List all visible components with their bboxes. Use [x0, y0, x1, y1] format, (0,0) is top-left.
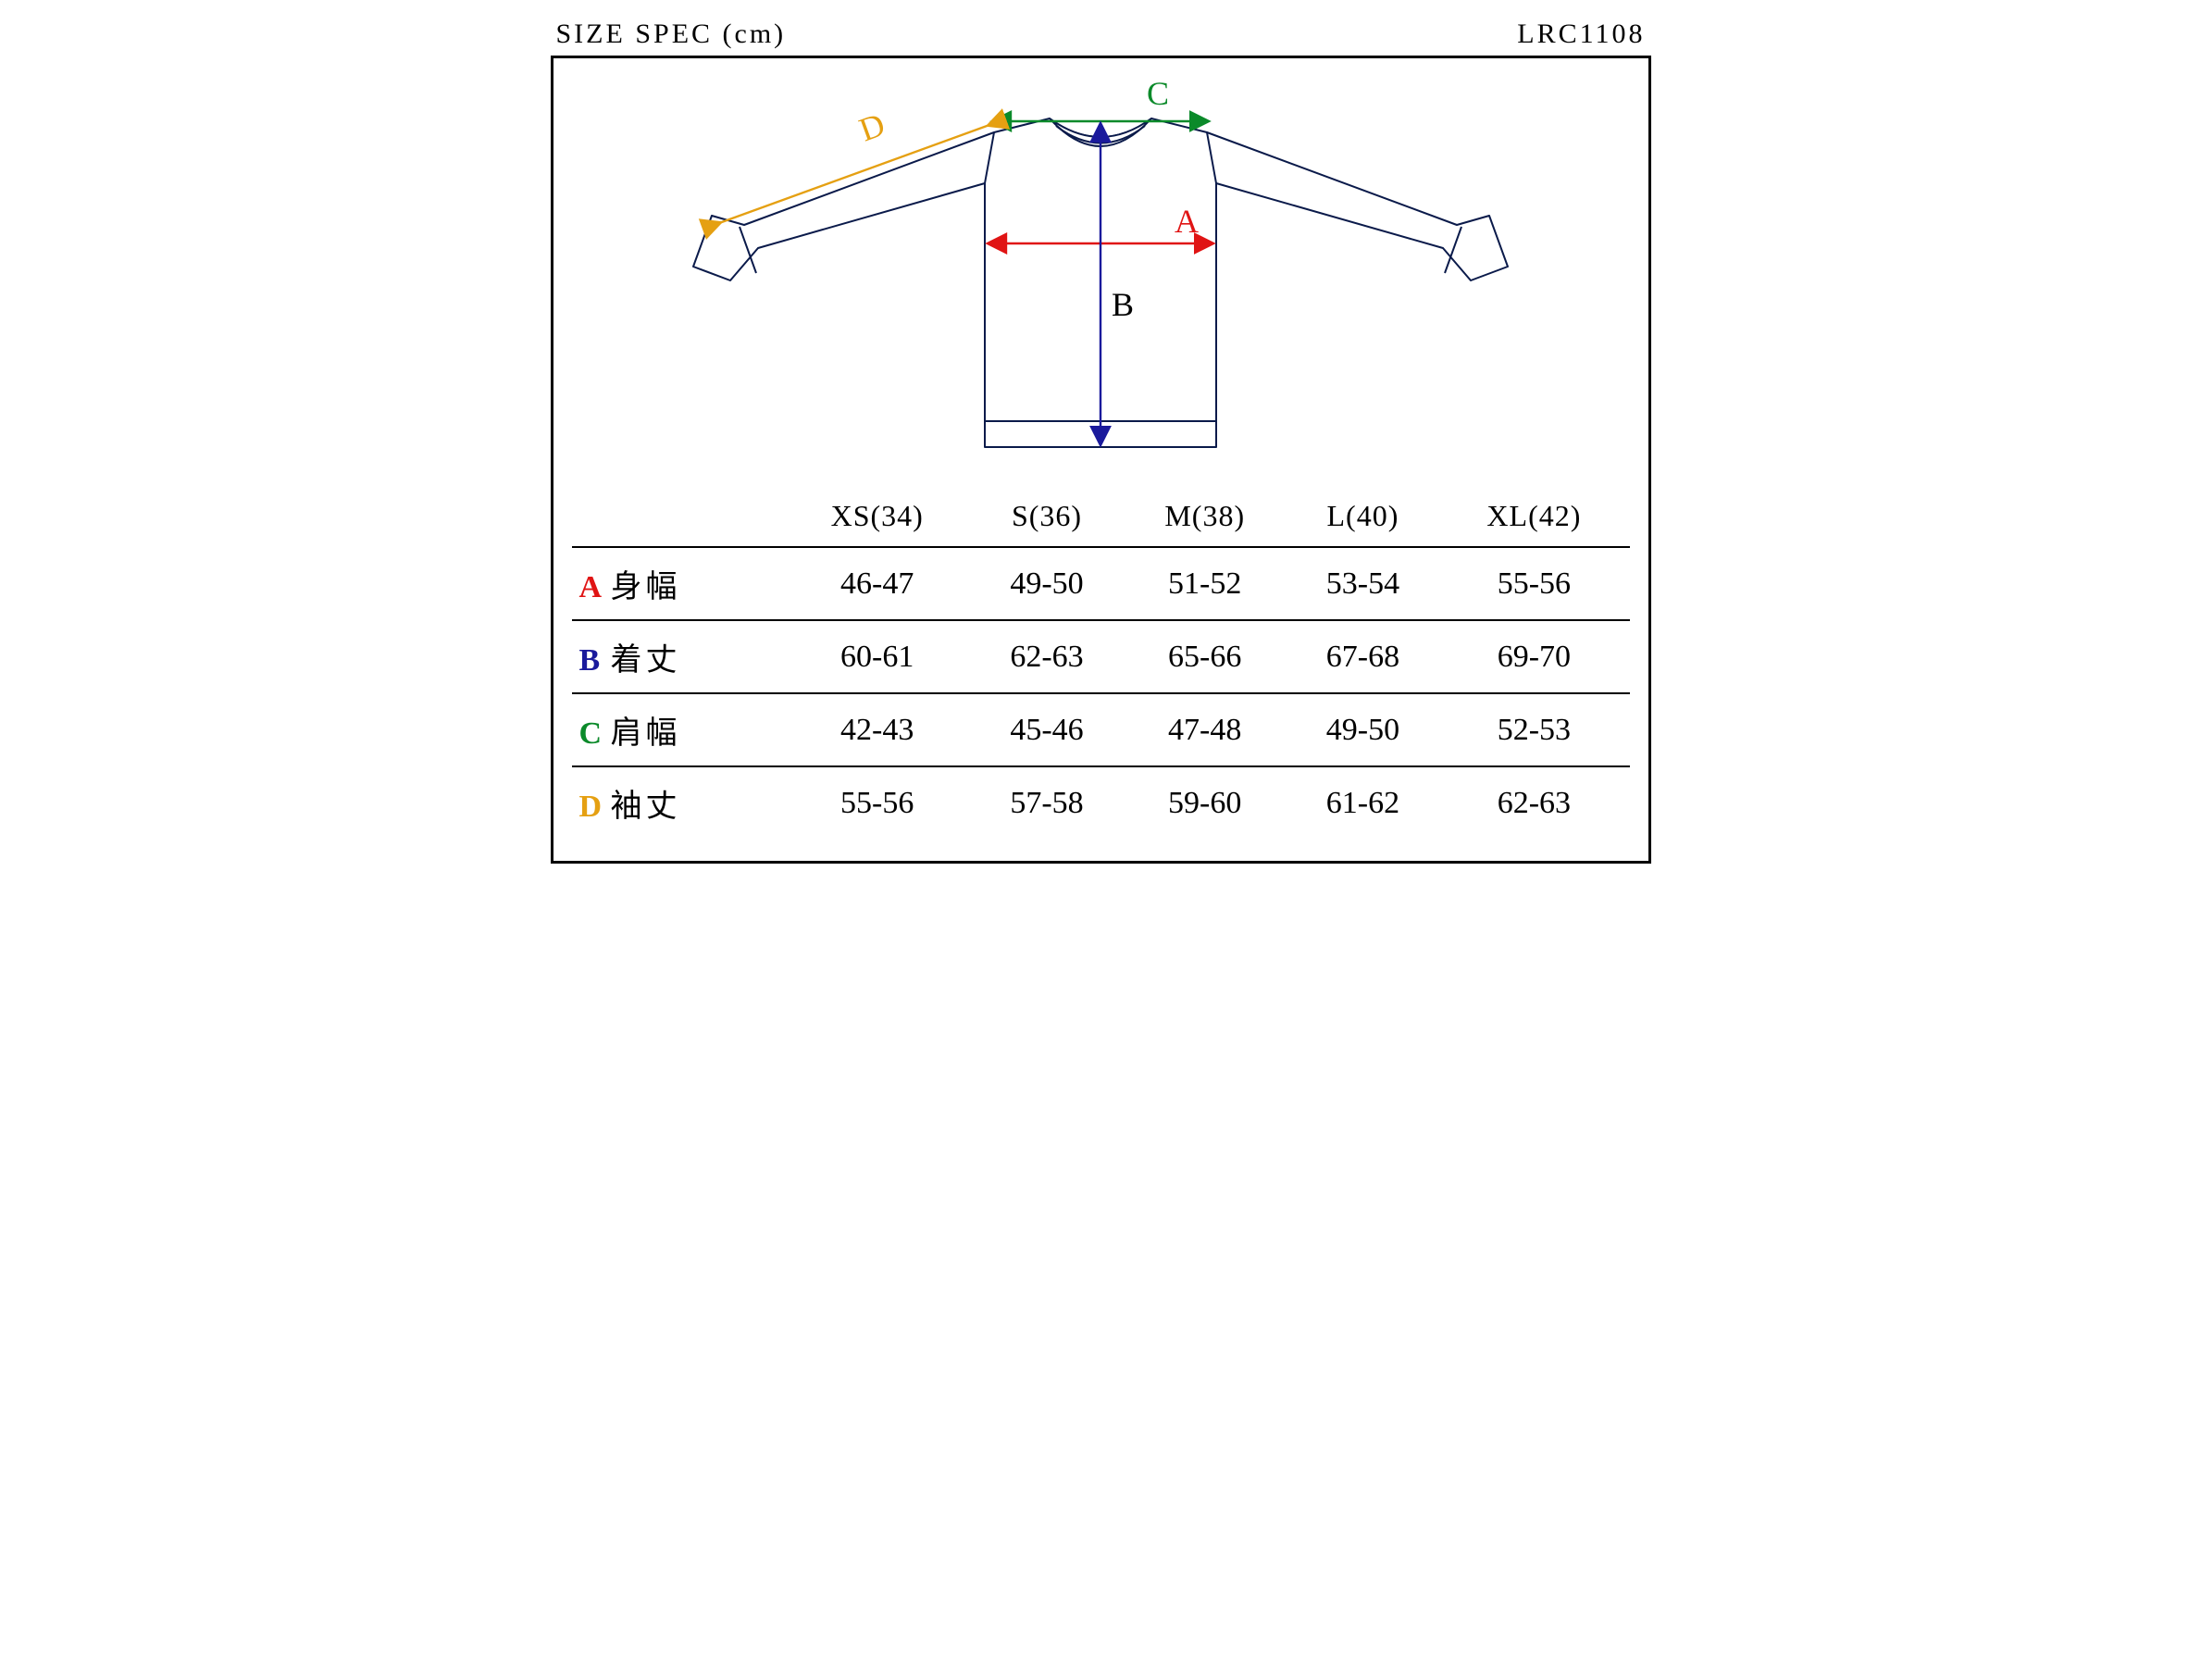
size-table-body: A身幅46-4749-5051-5253-5455-56B着丈60-6162-6… [572, 547, 1630, 839]
size-table: XS(34) S(36) M(38) L(40) XL(42) A身幅46-47… [572, 486, 1630, 839]
dim-label-c: C [1147, 75, 1169, 112]
size-cell: 55-56 [783, 766, 971, 839]
size-cell: 59-60 [1123, 766, 1287, 839]
size-cell: 62-63 [1438, 766, 1629, 839]
row-jp-label: 袖丈 [607, 790, 681, 824]
row-label-A: A身幅 [572, 547, 784, 620]
header: SIZE SPEC (cm) LRC1108 [551, 19, 1651, 50]
row-letter: D [579, 790, 607, 825]
size-cell: 47-48 [1123, 693, 1287, 766]
col-xl: XL(42) [1438, 486, 1629, 547]
size-table-header-row: XS(34) S(36) M(38) L(40) XL(42) [572, 486, 1630, 547]
col-xs: XS(34) [783, 486, 971, 547]
size-cell: 52-53 [1438, 693, 1629, 766]
product-code: LRC1108 [1517, 19, 1645, 50]
dim-label-d: D [854, 106, 889, 148]
row-label-D: D袖丈 [572, 766, 784, 839]
content-frame: C D A B XS(34) S(36) M(38) L(40) [551, 56, 1651, 864]
size-spec-page: SIZE SPEC (cm) LRC1108 [551, 19, 1651, 864]
col-m: M(38) [1123, 486, 1287, 547]
size-cell: 49-50 [971, 547, 1123, 620]
col-s: S(36) [971, 486, 1123, 547]
table-row: A身幅46-4749-5051-5253-5455-56 [572, 547, 1630, 620]
size-cell: 65-66 [1123, 620, 1287, 693]
garment-diagram: C D A B [684, 68, 1517, 475]
row-letter: A [579, 570, 607, 605]
col-blank [572, 486, 784, 547]
garment-diagram-wrap: C D A B [572, 68, 1630, 475]
row-label-B: B着丈 [572, 620, 784, 693]
size-cell: 60-61 [783, 620, 971, 693]
row-jp-label: 着丈 [607, 643, 681, 678]
row-letter: C [579, 716, 607, 752]
size-cell: 51-52 [1123, 547, 1287, 620]
size-cell: 46-47 [783, 547, 971, 620]
row-jp-label: 身幅 [607, 570, 681, 604]
row-letter: B [579, 643, 607, 678]
size-cell: 55-56 [1438, 547, 1629, 620]
size-cell: 67-68 [1287, 620, 1439, 693]
size-cell: 61-62 [1287, 766, 1439, 839]
size-cell: 49-50 [1287, 693, 1439, 766]
title: SIZE SPEC (cm) [556, 19, 787, 50]
col-l: L(40) [1287, 486, 1439, 547]
size-cell: 53-54 [1287, 547, 1439, 620]
size-cell: 69-70 [1438, 620, 1629, 693]
table-row: D袖丈55-5657-5859-6061-6262-63 [572, 766, 1630, 839]
size-cell: 45-46 [971, 693, 1123, 766]
table-row: B着丈60-6162-6365-6667-6869-70 [572, 620, 1630, 693]
size-cell: 42-43 [783, 693, 971, 766]
size-cell: 62-63 [971, 620, 1123, 693]
dim-label-a: A [1175, 203, 1199, 240]
table-row: C肩幅42-4345-4647-4849-5052-53 [572, 693, 1630, 766]
dim-label-b: B [1112, 286, 1134, 323]
row-jp-label: 肩幅 [607, 716, 681, 751]
size-cell: 57-58 [971, 766, 1123, 839]
row-label-C: C肩幅 [572, 693, 784, 766]
